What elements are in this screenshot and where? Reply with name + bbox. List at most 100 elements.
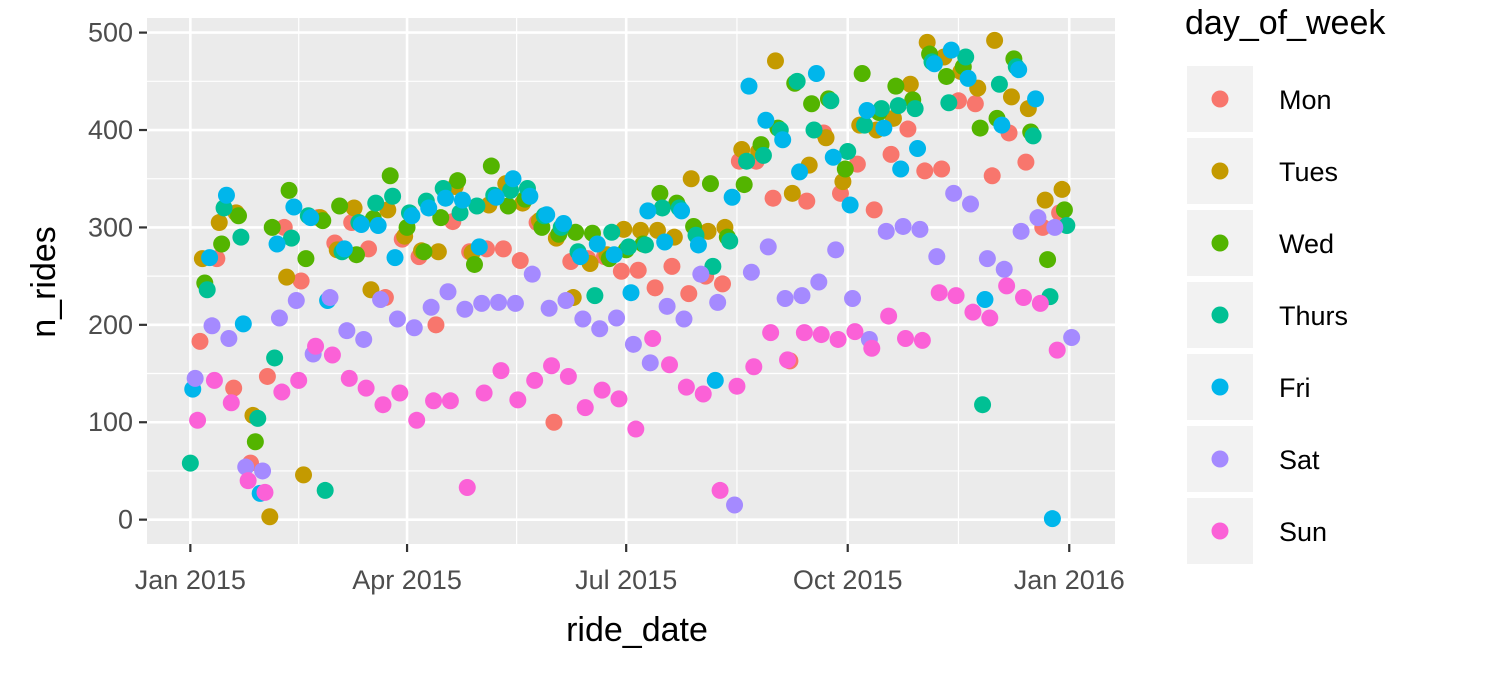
point-tues bbox=[986, 31, 1004, 49]
point-mon bbox=[292, 272, 310, 290]
point-tues bbox=[817, 129, 835, 147]
point-sun bbox=[458, 479, 476, 497]
point-sat bbox=[372, 291, 390, 309]
point-fri bbox=[352, 216, 370, 234]
point-sun bbox=[762, 324, 780, 342]
point-fri bbox=[302, 209, 320, 227]
point-thurs bbox=[1024, 127, 1042, 145]
legend-label-mon: Mon bbox=[1279, 85, 1332, 115]
legend-marker-sun bbox=[1211, 522, 1229, 540]
point-sat bbox=[540, 299, 558, 317]
point-tues bbox=[1002, 88, 1020, 106]
point-fri bbox=[201, 249, 219, 267]
point-sun bbox=[391, 384, 409, 402]
point-mon bbox=[612, 262, 630, 280]
point-mon bbox=[882, 145, 900, 163]
point-sat bbox=[405, 319, 423, 337]
point-mon bbox=[511, 252, 529, 270]
y-tick-label: 200 bbox=[88, 310, 133, 340]
point-wed bbox=[853, 65, 871, 83]
point-fri bbox=[925, 55, 943, 73]
point-wed bbox=[937, 67, 955, 85]
point-wed bbox=[230, 207, 248, 225]
point-fri bbox=[335, 240, 353, 258]
point-sat bbox=[270, 309, 288, 327]
point-thurs bbox=[822, 92, 840, 110]
point-sun bbox=[340, 369, 358, 387]
point-sun bbox=[357, 379, 375, 397]
point-sun bbox=[728, 377, 746, 395]
point-sun bbox=[610, 390, 628, 408]
point-sat bbox=[237, 458, 255, 476]
point-wed bbox=[567, 223, 585, 241]
point-sat bbox=[658, 297, 676, 315]
point-fri bbox=[858, 102, 876, 120]
point-fri bbox=[757, 111, 775, 129]
point-mon bbox=[225, 379, 243, 397]
point-wed bbox=[735, 176, 753, 194]
x-axis-title: ride_date bbox=[566, 611, 708, 649]
point-wed bbox=[701, 175, 719, 193]
point-tues bbox=[429, 243, 447, 261]
x-tick-label: Apr 2015 bbox=[352, 565, 462, 595]
point-sun bbox=[627, 420, 645, 438]
point-thurs bbox=[805, 121, 823, 139]
point-sun bbox=[694, 385, 712, 403]
point-tues bbox=[682, 170, 700, 188]
point-sat bbox=[388, 310, 406, 328]
point-sat bbox=[810, 273, 828, 291]
point-wed bbox=[499, 197, 517, 215]
point-fri bbox=[386, 249, 404, 267]
point-fri bbox=[909, 140, 927, 158]
point-fri bbox=[521, 187, 539, 205]
legend-label-thurs: Thurs bbox=[1279, 301, 1348, 331]
point-thurs bbox=[181, 454, 199, 472]
point-fri bbox=[993, 116, 1011, 134]
point-sat bbox=[709, 293, 727, 311]
point-sun bbox=[1048, 341, 1066, 359]
point-fri bbox=[824, 148, 842, 166]
x-tick-label: Jan 2015 bbox=[135, 565, 246, 595]
point-sat bbox=[726, 496, 744, 514]
y-tick-label: 100 bbox=[88, 407, 133, 437]
point-sat bbox=[844, 290, 862, 308]
point-fri bbox=[504, 170, 522, 188]
point-mon bbox=[427, 316, 445, 334]
point-sat bbox=[978, 250, 996, 268]
point-wed bbox=[465, 255, 483, 273]
point-fri bbox=[453, 191, 471, 209]
point-wed bbox=[263, 218, 281, 236]
point-sun bbox=[913, 331, 931, 349]
point-wed bbox=[887, 77, 905, 95]
point-thurs bbox=[957, 48, 975, 66]
point-mon bbox=[646, 279, 664, 297]
point-tues bbox=[278, 268, 296, 286]
y-tick-label: 300 bbox=[88, 212, 133, 242]
legend-label-fri: Fri bbox=[1279, 373, 1310, 403]
point-thurs bbox=[974, 396, 992, 414]
point-mon bbox=[966, 95, 984, 113]
x-tick-label: Jan 2016 bbox=[1014, 565, 1125, 595]
point-wed bbox=[1055, 201, 1073, 219]
point-sat bbox=[776, 290, 794, 308]
point-sat bbox=[894, 217, 912, 235]
point-thurs bbox=[704, 257, 722, 275]
point-sun bbox=[880, 307, 898, 325]
point-sun bbox=[711, 481, 729, 499]
point-fri bbox=[285, 198, 303, 216]
point-thurs bbox=[316, 481, 334, 499]
point-sat bbox=[422, 298, 440, 316]
point-fri bbox=[942, 41, 960, 59]
point-sun bbox=[897, 329, 915, 347]
point-sun bbox=[526, 371, 544, 389]
point-thurs bbox=[721, 232, 739, 250]
point-fri bbox=[420, 199, 438, 217]
point-sat bbox=[220, 329, 238, 347]
legend-marker-sat bbox=[1211, 450, 1229, 468]
point-sun bbox=[661, 356, 679, 374]
point-sat bbox=[506, 294, 524, 312]
point-mon bbox=[680, 285, 698, 303]
legend-label-sun: Sun bbox=[1279, 517, 1327, 547]
point-fri bbox=[673, 202, 691, 220]
